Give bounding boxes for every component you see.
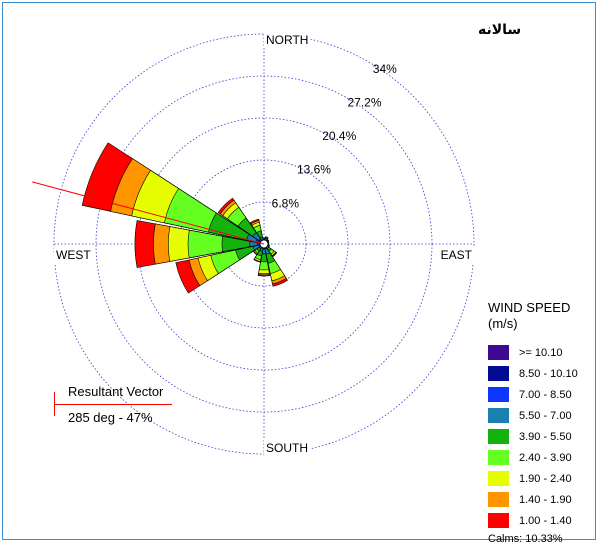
compass-west: WEST — [56, 248, 91, 262]
legend-label: 3.90 - 5.50 — [519, 430, 572, 443]
legend: WIND SPEED (m/s) >= 10.10 8.50 - 10.10 7.00… — [488, 300, 598, 545]
legend-swatch — [488, 429, 509, 444]
legend-item: 2.40 - 3.90 — [488, 447, 598, 468]
legend-swatch — [488, 345, 509, 360]
legend-swatch — [488, 471, 509, 486]
legend-item: 5.50 - 7.00 — [488, 405, 598, 426]
legend-swatch — [488, 408, 509, 423]
compass-south: SOUTH — [266, 441, 308, 455]
legend-title-line-2: (m/s) — [488, 316, 518, 331]
resultant-vector-value: 285 deg - 47% — [68, 410, 153, 425]
legend-item: 1.00 - 1.40 — [488, 510, 598, 531]
legend-item: 1.40 - 1.90 — [488, 489, 598, 510]
compass-west-bg — [54, 247, 94, 263]
legend-swatch — [488, 513, 509, 528]
ring-label-5: 34% — [373, 62, 397, 76]
compass-north: NORTH — [266, 33, 308, 47]
legend-item: 3.90 - 5.50 — [488, 426, 598, 447]
resultant-vector-box: Resultant Vector 285 deg - 47% — [52, 384, 182, 454]
legend-rows: >= 10.10 8.50 - 10.10 7.00 - 8.50 5.50 - 7.… — [488, 342, 598, 531]
legend-item: 7.00 - 8.50 — [488, 384, 598, 405]
legend-label: 5.50 - 7.00 — [519, 409, 572, 422]
resultant-vector-legend-line — [54, 404, 172, 405]
compass-east-bg — [438, 247, 475, 263]
legend-title-line-1: WIND SPEED — [488, 300, 571, 315]
legend-item: >= 10.10 — [488, 342, 598, 363]
legend-swatch — [488, 387, 509, 402]
ring-label-2: 13.6% — [297, 163, 331, 177]
petal-W-bin-5 — [221, 236, 265, 252]
ring-label-4: 27.2% — [348, 96, 382, 110]
legend-swatch — [488, 492, 509, 507]
petal-W-bin-4 — [249, 241, 265, 247]
legend-title: WIND SPEED (m/s) — [488, 300, 598, 332]
legend-swatch — [488, 366, 509, 381]
compass-north-bg — [264, 32, 311, 48]
ring-label-3: 20.4% — [322, 129, 356, 143]
legend-label: 1.00 - 1.40 — [519, 514, 572, 527]
compass-east: EAST — [441, 248, 473, 262]
legend-swatch — [488, 450, 509, 465]
resultant-vector-line — [32, 181, 265, 245]
chart-title: سالانه — [478, 22, 522, 38]
calms-label: Calms: 10.33% — [488, 533, 563, 545]
legend-item: 8.50 - 10.10 — [488, 363, 598, 384]
legend-label: 1.90 - 2.40 — [519, 472, 572, 485]
legend-label: 1.40 - 1.90 — [519, 493, 572, 506]
legend-item: 1.90 - 2.40 — [488, 468, 598, 489]
ring-label-1: 6.8% — [272, 196, 300, 210]
legend-label: 2.40 - 3.90 — [519, 451, 572, 464]
legend-label: >= 10.10 — [519, 346, 563, 359]
resultant-vector-title: Resultant Vector — [68, 384, 164, 399]
legend-label: 7.00 - 8.50 — [519, 388, 572, 401]
compass-south-bg — [264, 440, 310, 456]
legend-label: 8.50 - 10.10 — [519, 367, 578, 380]
